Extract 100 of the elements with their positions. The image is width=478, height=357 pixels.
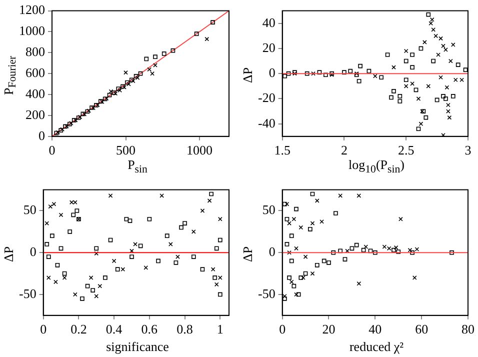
- point: [372, 74, 378, 78]
- point: [179, 225, 184, 230]
- y-tick-label: 50: [23, 202, 36, 218]
- point: [212, 276, 218, 280]
- point: [200, 267, 205, 272]
- point: [164, 234, 170, 238]
- x-tick-label: 0.8: [176, 322, 193, 337]
- point: [289, 234, 294, 238]
- point: [396, 250, 401, 254]
- point: [80, 296, 84, 301]
- point: [450, 94, 456, 98]
- point: [398, 216, 403, 222]
- x-tick-label: 1000: [186, 142, 212, 158]
- x-tick-label: 0: [48, 142, 56, 158]
- point: [398, 99, 402, 104]
- point: [404, 78, 408, 82]
- point: [160, 193, 164, 198]
- point: [410, 52, 414, 57]
- y-tick-label: -50: [258, 286, 276, 301]
- point: [404, 48, 408, 54]
- x-tick-label: 40: [368, 322, 382, 337]
- point: [366, 68, 372, 74]
- point: [314, 262, 320, 268]
- point: [286, 71, 291, 76]
- point: [125, 80, 130, 85]
- point: [191, 254, 196, 259]
- point: [218, 216, 222, 222]
- point: [147, 67, 152, 72]
- point: [358, 64, 362, 68]
- point: [144, 56, 149, 62]
- point: [124, 216, 129, 222]
- point: [385, 52, 390, 57]
- point: [444, 96, 448, 101]
- point: [170, 48, 176, 53]
- y-tick-label: 0: [268, 244, 276, 260]
- point: [128, 218, 132, 223]
- point: [310, 192, 315, 196]
- y-tick-label: 800: [26, 44, 45, 60]
- point: [398, 94, 402, 98]
- x-tick-label: 2: [340, 142, 348, 158]
- x-axis-title: reduced χ²: [348, 339, 405, 355]
- point: [434, 98, 440, 102]
- x-axis-title: log$_{10}$(P$_{sin}$): [348, 157, 406, 176]
- y-tick-label: 50: [262, 202, 276, 218]
- point: [108, 238, 113, 242]
- point: [323, 72, 328, 78]
- point: [94, 294, 99, 298]
- point: [404, 84, 408, 88]
- point: [116, 86, 121, 91]
- point: [350, 246, 354, 251]
- point: [453, 78, 458, 82]
- y-tick-label: 0: [268, 65, 276, 80]
- point: [126, 82, 131, 86]
- point: [191, 230, 196, 234]
- point: [156, 258, 160, 264]
- point: [287, 250, 292, 255]
- point: [292, 216, 296, 222]
- point: [422, 40, 427, 44]
- point: [46, 254, 51, 259]
- point: [71, 212, 76, 218]
- point: [214, 246, 219, 251]
- point: [194, 32, 199, 36]
- point: [410, 250, 414, 255]
- y-tick-label: -40: [258, 115, 276, 130]
- point: [322, 258, 326, 264]
- point: [456, 62, 460, 67]
- y-tick-label: 40: [262, 14, 276, 30]
- point: [392, 89, 396, 94]
- point: [298, 225, 304, 230]
- point: [382, 244, 387, 249]
- point: [63, 124, 68, 129]
- point: [120, 267, 126, 272]
- point: [69, 200, 74, 205]
- point: [174, 260, 178, 265]
- point: [90, 105, 94, 110]
- point: [379, 75, 384, 80]
- point: [450, 42, 456, 47]
- point: [438, 36, 443, 41]
- point: [311, 71, 316, 76]
- point: [72, 292, 78, 297]
- point: [108, 193, 113, 198]
- point: [372, 250, 378, 255]
- point: [144, 266, 148, 270]
- point: [414, 88, 418, 92]
- point: [107, 92, 112, 98]
- point: [431, 58, 436, 64]
- point: [62, 276, 67, 280]
- point: [314, 198, 320, 203]
- point: [209, 192, 214, 196]
- point: [289, 280, 294, 284]
- point: [447, 115, 452, 120]
- x-tick-label: 1: [216, 322, 224, 337]
- x-tick-label: 1.5: [274, 142, 290, 158]
- point: [289, 258, 294, 264]
- point: [304, 71, 310, 76]
- point: [410, 65, 414, 70]
- y-tick-label: 200: [26, 106, 45, 122]
- point: [284, 242, 290, 246]
- point: [426, 12, 431, 17]
- point: [68, 122, 72, 126]
